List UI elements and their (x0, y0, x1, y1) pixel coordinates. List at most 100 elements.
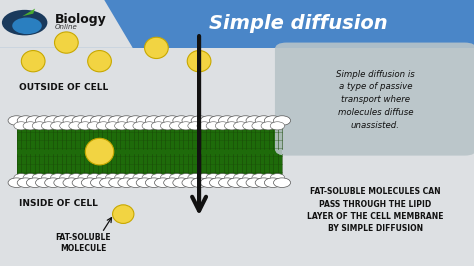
Circle shape (127, 116, 144, 125)
Circle shape (155, 116, 172, 125)
Circle shape (96, 174, 111, 182)
Circle shape (81, 178, 98, 188)
Circle shape (255, 178, 272, 188)
Circle shape (164, 116, 181, 125)
Circle shape (136, 178, 153, 188)
Circle shape (72, 116, 89, 125)
Text: FAT-SOLUBLE
MOLECULE: FAT-SOLUBLE MOLECULE (55, 233, 111, 253)
FancyBboxPatch shape (275, 43, 474, 156)
Circle shape (234, 174, 248, 182)
Circle shape (51, 174, 65, 182)
Circle shape (224, 122, 239, 130)
Circle shape (270, 122, 285, 130)
Circle shape (219, 116, 236, 125)
Circle shape (191, 178, 208, 188)
Circle shape (45, 178, 62, 188)
FancyBboxPatch shape (17, 121, 282, 182)
Circle shape (261, 122, 275, 130)
Circle shape (243, 174, 257, 182)
Circle shape (182, 116, 199, 125)
Text: Simple diffusion is
a type of passive
transport where
molecules diffuse
unassist: Simple diffusion is a type of passive tr… (336, 69, 415, 130)
Circle shape (228, 178, 245, 188)
Circle shape (191, 116, 208, 125)
Circle shape (136, 116, 153, 125)
Circle shape (27, 116, 44, 125)
Circle shape (270, 174, 285, 182)
Circle shape (45, 116, 62, 125)
Text: OUTSIDE OF CELL: OUTSIDE OF CELL (19, 83, 108, 92)
Circle shape (201, 116, 218, 125)
Circle shape (69, 122, 83, 130)
Circle shape (87, 122, 101, 130)
Circle shape (60, 122, 74, 130)
FancyBboxPatch shape (0, 0, 474, 48)
Circle shape (173, 116, 190, 125)
Circle shape (63, 178, 80, 188)
Circle shape (197, 174, 211, 182)
Text: Biology: Biology (55, 14, 106, 26)
Circle shape (41, 122, 56, 130)
Circle shape (118, 178, 135, 188)
Circle shape (160, 122, 175, 130)
Ellipse shape (88, 51, 111, 72)
Circle shape (219, 178, 236, 188)
Text: INSIDE OF CELL: INSIDE OF CELL (19, 199, 98, 208)
Circle shape (109, 116, 126, 125)
Circle shape (109, 178, 126, 188)
Ellipse shape (55, 32, 78, 53)
Circle shape (160, 174, 175, 182)
Circle shape (105, 122, 120, 130)
Circle shape (206, 122, 220, 130)
Circle shape (36, 116, 53, 125)
Circle shape (252, 174, 266, 182)
Circle shape (100, 178, 117, 188)
Ellipse shape (187, 51, 211, 72)
Ellipse shape (145, 37, 168, 59)
Circle shape (273, 178, 291, 188)
Circle shape (255, 116, 272, 125)
Circle shape (273, 116, 291, 125)
Circle shape (146, 116, 163, 125)
Circle shape (170, 122, 184, 130)
Text: Online: Online (55, 24, 77, 30)
Circle shape (14, 174, 28, 182)
Circle shape (41, 174, 56, 182)
Circle shape (17, 178, 34, 188)
Circle shape (72, 178, 89, 188)
Circle shape (23, 174, 37, 182)
Text: FAT-SOLUBLE MOLECULES CAN
PASS THROUGH THE LIPID
LAYER OF THE CELL MEMBRANE
BY S: FAT-SOLUBLE MOLECULES CAN PASS THROUGH T… (307, 188, 444, 233)
Polygon shape (22, 9, 35, 16)
Circle shape (118, 116, 135, 125)
Circle shape (264, 116, 282, 125)
Circle shape (127, 178, 144, 188)
Circle shape (215, 122, 230, 130)
Polygon shape (0, 0, 133, 48)
Circle shape (78, 174, 92, 182)
Circle shape (32, 122, 47, 130)
Circle shape (179, 174, 193, 182)
Circle shape (246, 116, 263, 125)
Circle shape (96, 122, 111, 130)
Circle shape (237, 116, 254, 125)
Circle shape (142, 122, 156, 130)
Circle shape (237, 178, 254, 188)
Circle shape (32, 174, 47, 182)
Circle shape (164, 178, 181, 188)
Circle shape (27, 178, 44, 188)
Circle shape (210, 178, 227, 188)
Circle shape (179, 122, 193, 130)
Circle shape (78, 122, 92, 130)
Circle shape (155, 178, 172, 188)
Circle shape (151, 174, 166, 182)
Circle shape (60, 174, 74, 182)
Circle shape (87, 174, 101, 182)
Circle shape (91, 178, 108, 188)
Circle shape (206, 174, 220, 182)
Circle shape (197, 122, 211, 130)
Circle shape (36, 178, 53, 188)
Circle shape (224, 174, 239, 182)
Circle shape (234, 122, 248, 130)
Circle shape (14, 122, 28, 130)
Circle shape (23, 122, 37, 130)
Circle shape (12, 18, 42, 34)
